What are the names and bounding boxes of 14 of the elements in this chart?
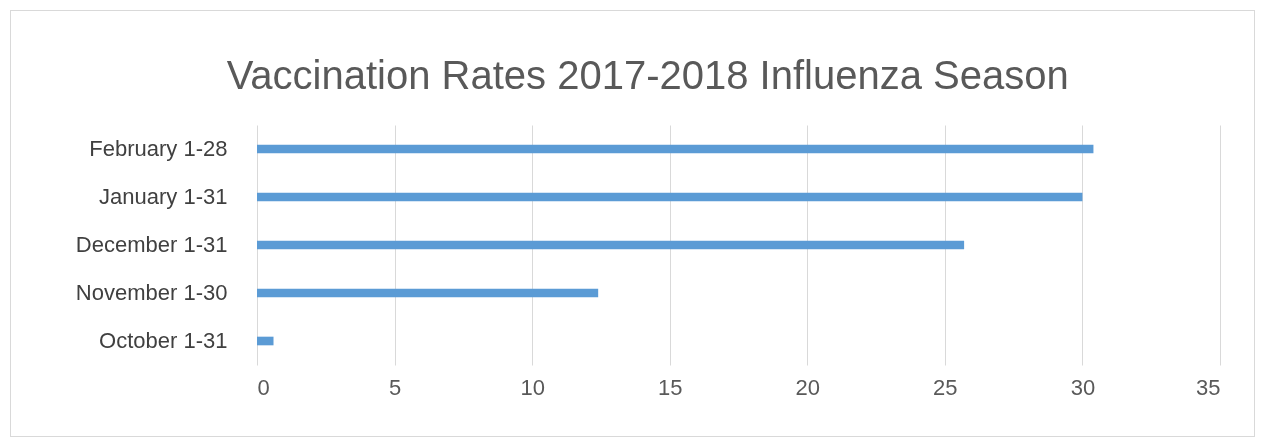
- x-tick-label: 30: [1070, 374, 1096, 400]
- x-tick-label: 25: [933, 374, 958, 400]
- y-tick-label: January 1-31: [99, 184, 228, 209]
- x-tick-label: 35: [1196, 374, 1221, 400]
- x-tick-label: 0: [257, 374, 270, 400]
- y-tick-label: December 1-31: [75, 232, 228, 257]
- chart-title: Vaccination Rates 2017-2018 Influenza Season: [226, 53, 1069, 97]
- x-tick-label: 20: [795, 374, 821, 400]
- x-tick-label: 5: [388, 374, 402, 400]
- y-tick-label: February 1-28: [89, 136, 228, 161]
- y-tick-label: October 1-31: [99, 328, 228, 353]
- y-tick-label: November 1-30: [75, 280, 228, 305]
- x-tick-label: 10: [520, 374, 545, 400]
- x-tick-label: 15: [657, 374, 683, 400]
